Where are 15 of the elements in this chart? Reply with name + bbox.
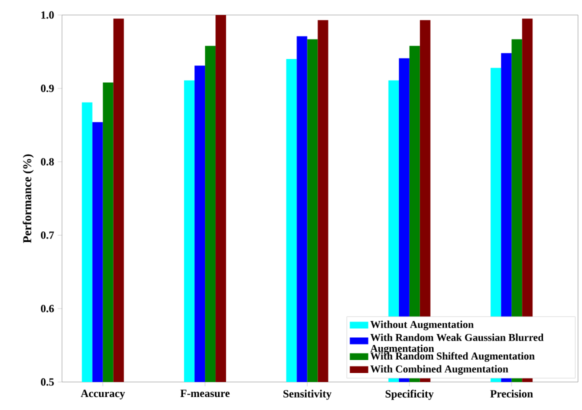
y-tick-label: 0.7	[40, 231, 54, 239]
y-tick-label: 0.6	[40, 304, 54, 312]
legend-label: With Random Shifted Augmentation	[370, 352, 535, 362]
x-tick-label: Accuracy	[80, 390, 125, 400]
legend-label: With Combined Augmentation	[370, 365, 508, 375]
x-tick-label: Precision	[490, 390, 533, 398]
y-tick-label: 1.0	[41, 11, 54, 19]
x-tick-label: Specificity	[386, 390, 434, 400]
y-tick-label: 0.5	[40, 378, 54, 386]
y-axis-title: Performance (%)	[22, 154, 34, 243]
y-tick-label: 0.8	[40, 158, 54, 166]
y-tick-label: 0.9	[40, 84, 54, 92]
legend-label: Without Augmentation	[370, 320, 474, 330]
x-tick-label: F-measure	[180, 390, 230, 398]
x-tick-label: Sensitivity	[283, 390, 332, 400]
